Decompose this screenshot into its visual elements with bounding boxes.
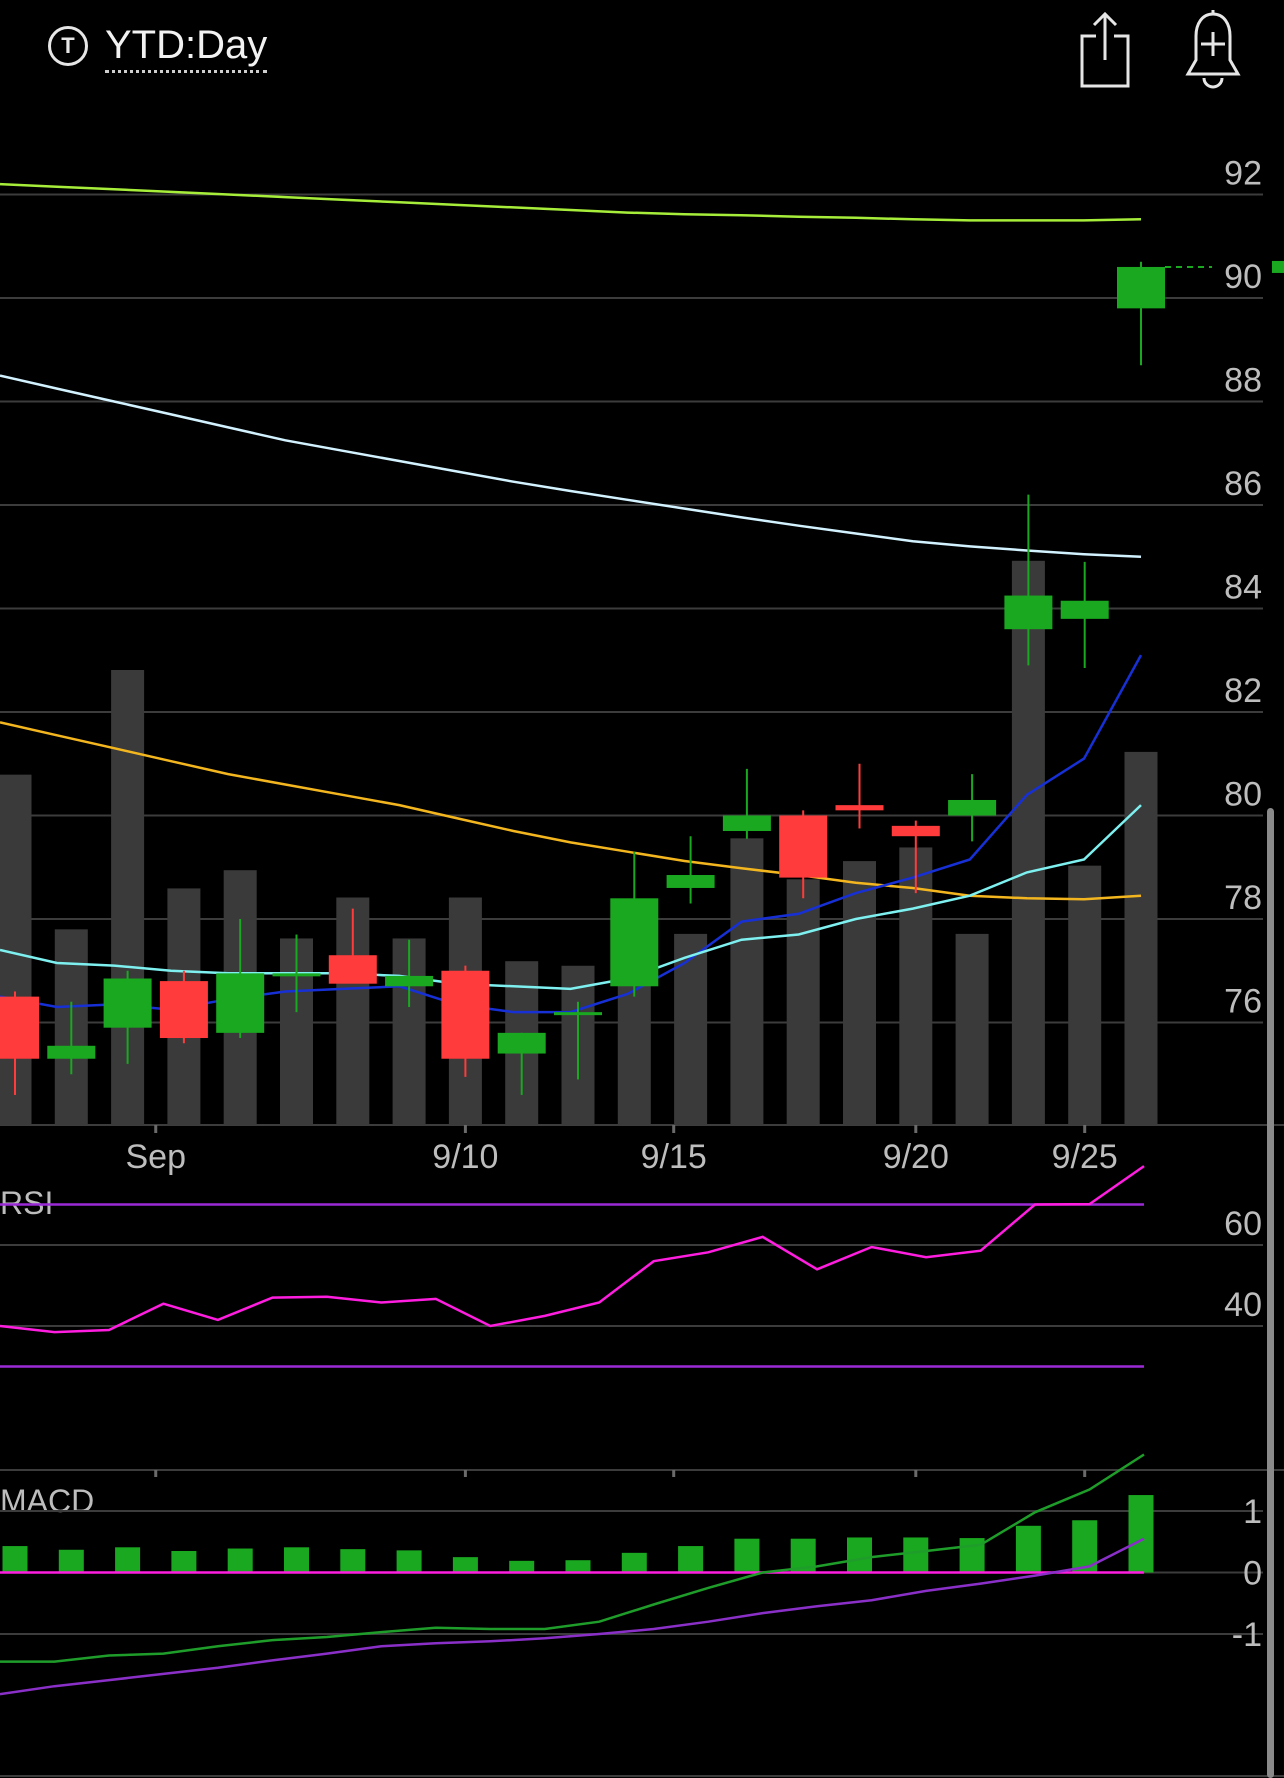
macd-histogram-bar: [2, 1546, 28, 1573]
date-tick-label: 9/15: [641, 1138, 707, 1176]
scrollbar[interactable]: [1267, 808, 1274, 1778]
share-icon[interactable]: [1072, 10, 1136, 90]
price-tick-label: 80: [1224, 776, 1262, 814]
candle-body: [47, 1045, 96, 1059]
macd-histogram-bar: [734, 1538, 760, 1573]
candle-body: [159, 981, 208, 1039]
volume-bar: [955, 933, 989, 1125]
time-range-selector[interactable]: YTD:Day: [105, 20, 268, 73]
date-axis-labels: Sep 9/10 9/15 9/20 9/25: [126, 1125, 1118, 1176]
price-tick-label: 86: [1224, 465, 1262, 503]
candlesticks: [0, 260, 1284, 1095]
candle-body: [666, 875, 715, 888]
date-tick-label: 9/25: [1052, 1138, 1118, 1176]
macd-tick-label: 1: [1243, 1493, 1262, 1531]
macd-line: [0, 1453, 1145, 1663]
volume-bar: [1124, 751, 1158, 1125]
macd-histogram-bar: [903, 1537, 929, 1573]
rsi-tick-label: 40: [1224, 1286, 1262, 1324]
candle-body: [1117, 266, 1165, 309]
rsi-tick-label: 60: [1224, 1205, 1262, 1243]
macd-histogram-bar: [1015, 1525, 1041, 1573]
candle-body: [1004, 595, 1053, 630]
macd-histogram-bar: [171, 1550, 197, 1573]
macd-histogram-bar: [227, 1548, 253, 1573]
macd-panel: MACD 1 0 -1: [0, 1453, 1284, 1777]
candle-body: [722, 815, 771, 832]
macd-tick-label: 0: [1243, 1555, 1262, 1593]
symbol-type-icon: T: [48, 26, 88, 66]
moving-average-line: [0, 374, 1142, 559]
price-tick-label: 92: [1224, 155, 1262, 193]
macd-title: MACD: [0, 1483, 94, 1519]
price-tick-label: 84: [1224, 569, 1262, 607]
signal-line: [0, 1537, 1145, 1696]
macd-histogram-bar: [1128, 1495, 1154, 1573]
macd-histogram-bar: [565, 1560, 591, 1573]
date-tick-label: 9/20: [883, 1138, 949, 1176]
price-tick-label: 78: [1224, 879, 1262, 917]
candle-body: [103, 978, 152, 1028]
candle-body: [328, 955, 377, 984]
candle-body: [385, 975, 434, 987]
macd-histogram-bar: [847, 1537, 872, 1573]
macd-histogram-bar: [621, 1552, 647, 1573]
add-alert-icon[interactable]: [1180, 8, 1246, 92]
moving-average-line: [0, 804, 1142, 991]
macd-histogram-bar: [58, 1549, 84, 1573]
candle-body: [891, 825, 940, 837]
volume-bar: [1068, 865, 1102, 1125]
volume-bar: [843, 861, 876, 1125]
candle-body: [0, 996, 39, 1059]
macd-histogram-bar: [284, 1547, 309, 1573]
macd-histogram-bar: [115, 1547, 141, 1573]
volume-bar: [674, 933, 708, 1125]
rsi-line: [0, 1165, 1145, 1334]
candle-body: [835, 805, 884, 811]
rsi-title: RSI: [0, 1185, 53, 1221]
price-tick-label: 88: [1224, 362, 1262, 400]
macd-histogram-bar: [678, 1546, 704, 1573]
candle-body: [948, 799, 997, 816]
moving-average-line: [0, 182, 1142, 222]
macd-histogram-bar: [396, 1550, 422, 1573]
volume-bar: [899, 847, 933, 1125]
chart-header: T YTD:Day: [0, 0, 1284, 100]
last-price-marker: [1272, 260, 1284, 273]
macd-tick-label: -1: [1232, 1616, 1262, 1654]
price-axis-labels: 92 90 88 86 84 82 80 78 76: [1224, 155, 1262, 1021]
macd-histogram-bar: [340, 1549, 366, 1573]
moving-average-line: [0, 721, 1142, 901]
volume-bar: [786, 879, 820, 1125]
macd-histogram-bar: [452, 1557, 478, 1573]
candle-body: [216, 973, 265, 1033]
date-tick-label: Sep: [126, 1138, 187, 1176]
price-tick-label: 90: [1224, 258, 1262, 296]
volume-bar: [730, 838, 764, 1125]
candle-body: [779, 815, 828, 878]
moving-average-lines: [0, 182, 1143, 1014]
rsi-panel: RSI 60 40: [0, 1165, 1284, 1477]
price-tick-label: 76: [1224, 983, 1262, 1021]
date-tick-label: 9/10: [432, 1138, 498, 1176]
candle-body: [1060, 600, 1109, 619]
candle-body: [272, 973, 321, 977]
macd-histogram-bar: [509, 1560, 535, 1573]
candle-body: [441, 970, 490, 1059]
price-tick-label: 82: [1224, 672, 1262, 710]
candle-body: [554, 1012, 602, 1016]
candle-body: [497, 1032, 546, 1054]
candle-body: [610, 898, 659, 987]
